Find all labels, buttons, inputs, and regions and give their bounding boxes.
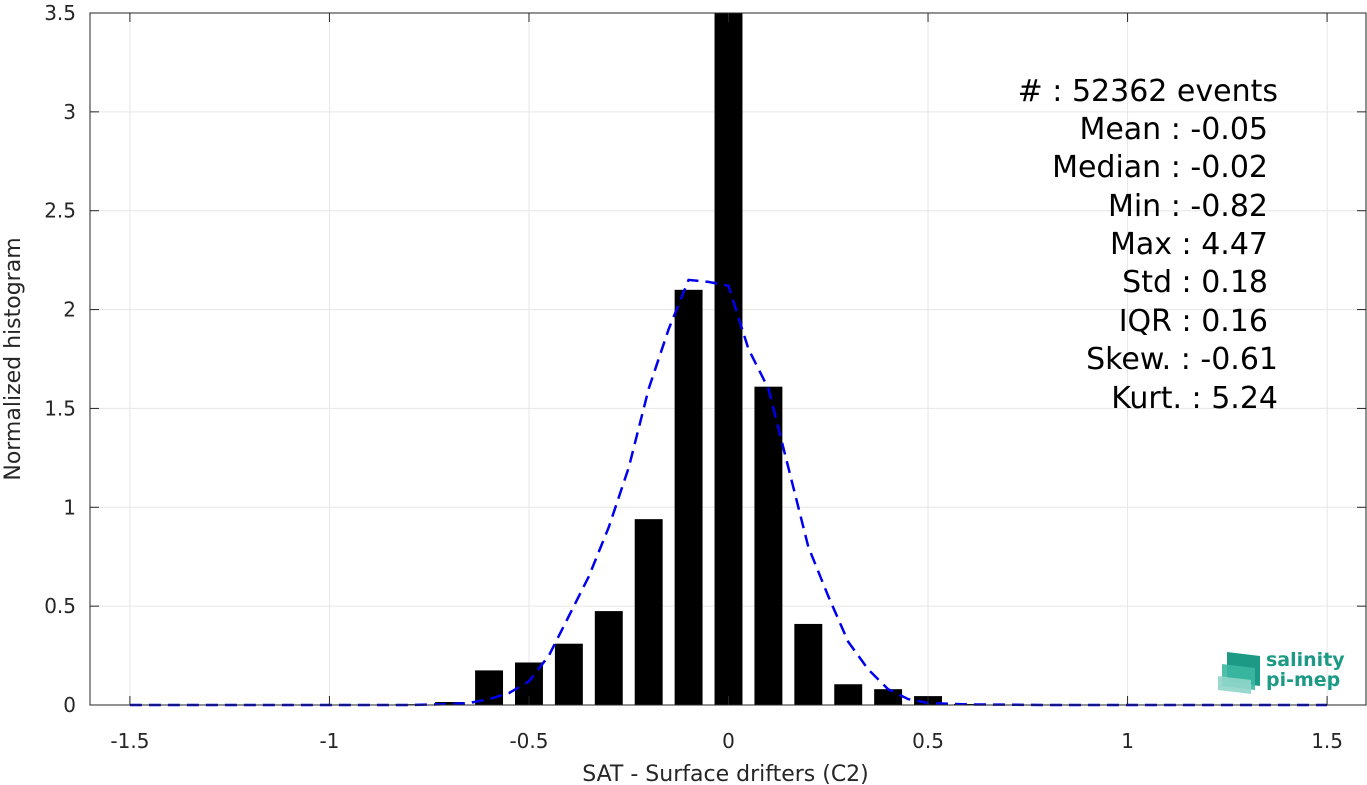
histogram-bar xyxy=(714,13,743,705)
y-axis-label: Normalized histogram xyxy=(1,237,26,480)
y-tick-label: 3.5 xyxy=(44,1,76,25)
logo-text-line1: salinity xyxy=(1266,649,1345,671)
y-tick-label: 3 xyxy=(63,100,76,124)
x-tick-label: 0.5 xyxy=(912,729,944,753)
histogram-bar xyxy=(834,684,863,705)
salinity-pimep-logo: salinity pi-mep xyxy=(1218,649,1345,694)
histogram-bars xyxy=(395,13,982,705)
stat-mean: Mean : -0.05 xyxy=(1079,112,1268,147)
x-axis-ticks: -1.5 -1 -0.5 0 0.5 1 1.5 xyxy=(110,13,1343,753)
x-axis-label: SAT - Surface drifters (C2) xyxy=(582,762,869,785)
x-tick-label: -1 xyxy=(319,729,339,753)
y-axis-ticks: 0 0.5 1 1.5 2 2.5 3 3.5 xyxy=(44,1,1366,717)
x-tick-label: -1.5 xyxy=(110,729,149,753)
statistics-annotation: # : 52362 events Mean : -0.05 Median : -… xyxy=(1018,74,1278,416)
x-tick-label: 1 xyxy=(1121,729,1134,753)
stat-min: Min : -0.82 xyxy=(1108,189,1268,224)
fit-curve xyxy=(129,278,1328,707)
histogram-bar xyxy=(435,702,464,705)
histogram-bar xyxy=(754,386,783,705)
logo-text-line2: pi-mep xyxy=(1266,669,1340,691)
logo-wave-icon xyxy=(1218,652,1260,694)
x-tick-label: -0.5 xyxy=(509,729,548,753)
stat-skewness: Skew. : -0.61 xyxy=(1086,342,1278,377)
stat-kurtosis: Kurt. : 5.24 xyxy=(1111,381,1278,416)
stat-max: Max : 4.47 xyxy=(1110,227,1268,262)
y-tick-label: 1.5 xyxy=(44,396,76,420)
stat-events: # : 52362 events xyxy=(1018,74,1278,109)
stat-iqr: IQR : 0.16 xyxy=(1119,304,1268,339)
y-tick-label: 1 xyxy=(63,495,76,519)
histogram-bar xyxy=(794,623,823,705)
histogram-bar xyxy=(554,643,583,705)
stat-std: Std : 0.18 xyxy=(1122,265,1268,300)
histogram-bar xyxy=(634,519,663,705)
stat-median: Median : -0.02 xyxy=(1052,150,1268,185)
histogram-bar xyxy=(475,670,504,705)
histogram-bar xyxy=(594,611,623,705)
histogram-bar xyxy=(674,289,703,705)
y-tick-label: 0 xyxy=(63,693,76,717)
y-tick-label: 2.5 xyxy=(44,199,76,223)
histogram-bar xyxy=(874,689,903,705)
x-tick-label: 1.5 xyxy=(1311,729,1343,753)
x-tick-label: 0 xyxy=(722,729,735,753)
y-tick-label: 0.5 xyxy=(44,594,76,618)
y-tick-label: 2 xyxy=(63,298,76,322)
